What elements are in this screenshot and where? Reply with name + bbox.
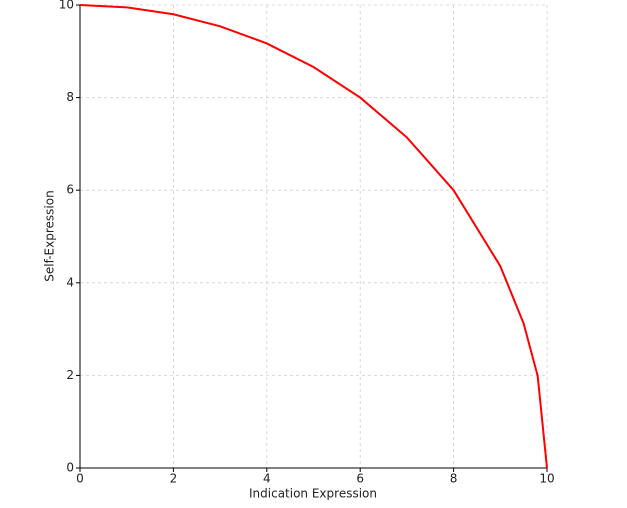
x-axis-label: Indication Expression — [249, 487, 377, 501]
x-tick-label: 8 — [450, 472, 458, 486]
data-line — [79, 4, 548, 469]
y-tick-label: 8 — [66, 90, 74, 104]
y-tick-label: 0 — [66, 461, 74, 475]
x-tick-label: 6 — [356, 472, 364, 486]
x-tick-label: 2 — [170, 472, 178, 486]
x-tick-label: 0 — [76, 472, 84, 486]
y-axis-label: Self-Expression — [43, 190, 57, 281]
y-tick-label: 6 — [66, 183, 74, 197]
x-tick-label: 10 — [539, 472, 554, 486]
y-tick-label: 4 — [66, 275, 74, 289]
x-tick-label: 4 — [263, 472, 271, 486]
y-tick-label: 10 — [59, 0, 74, 12]
y-tick-label: 2 — [66, 368, 74, 382]
